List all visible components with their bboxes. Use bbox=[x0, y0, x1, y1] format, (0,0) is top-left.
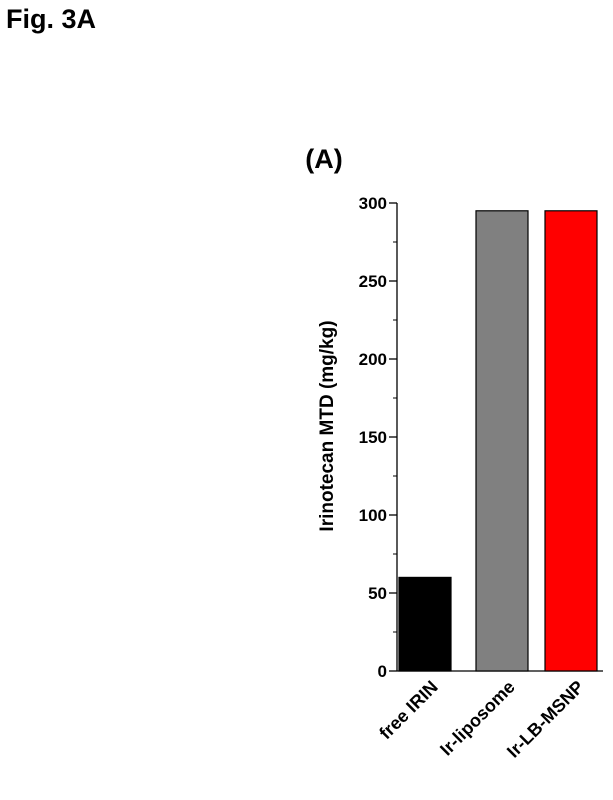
chart-title: (A) bbox=[305, 144, 342, 174]
y-tick-label: 300 bbox=[359, 194, 387, 213]
y-tick-label: 50 bbox=[368, 584, 387, 603]
y-tick-label: 0 bbox=[378, 662, 387, 681]
bar-ir-liposome bbox=[475, 210, 529, 672]
bar-ir-lb-msnp bbox=[544, 210, 598, 672]
bar-free-irin bbox=[398, 576, 452, 672]
y-tick-label: 150 bbox=[359, 428, 387, 447]
y-axis-title: Irinotecan MTD (mg/kg) bbox=[317, 320, 338, 531]
y-tick-label: 250 bbox=[359, 272, 387, 291]
x-category-label: free IRIN bbox=[375, 677, 441, 743]
figure-label: Fig. 3A bbox=[6, 4, 97, 34]
y-tick-label: 100 bbox=[359, 506, 387, 525]
y-tick-label: 200 bbox=[359, 350, 387, 369]
